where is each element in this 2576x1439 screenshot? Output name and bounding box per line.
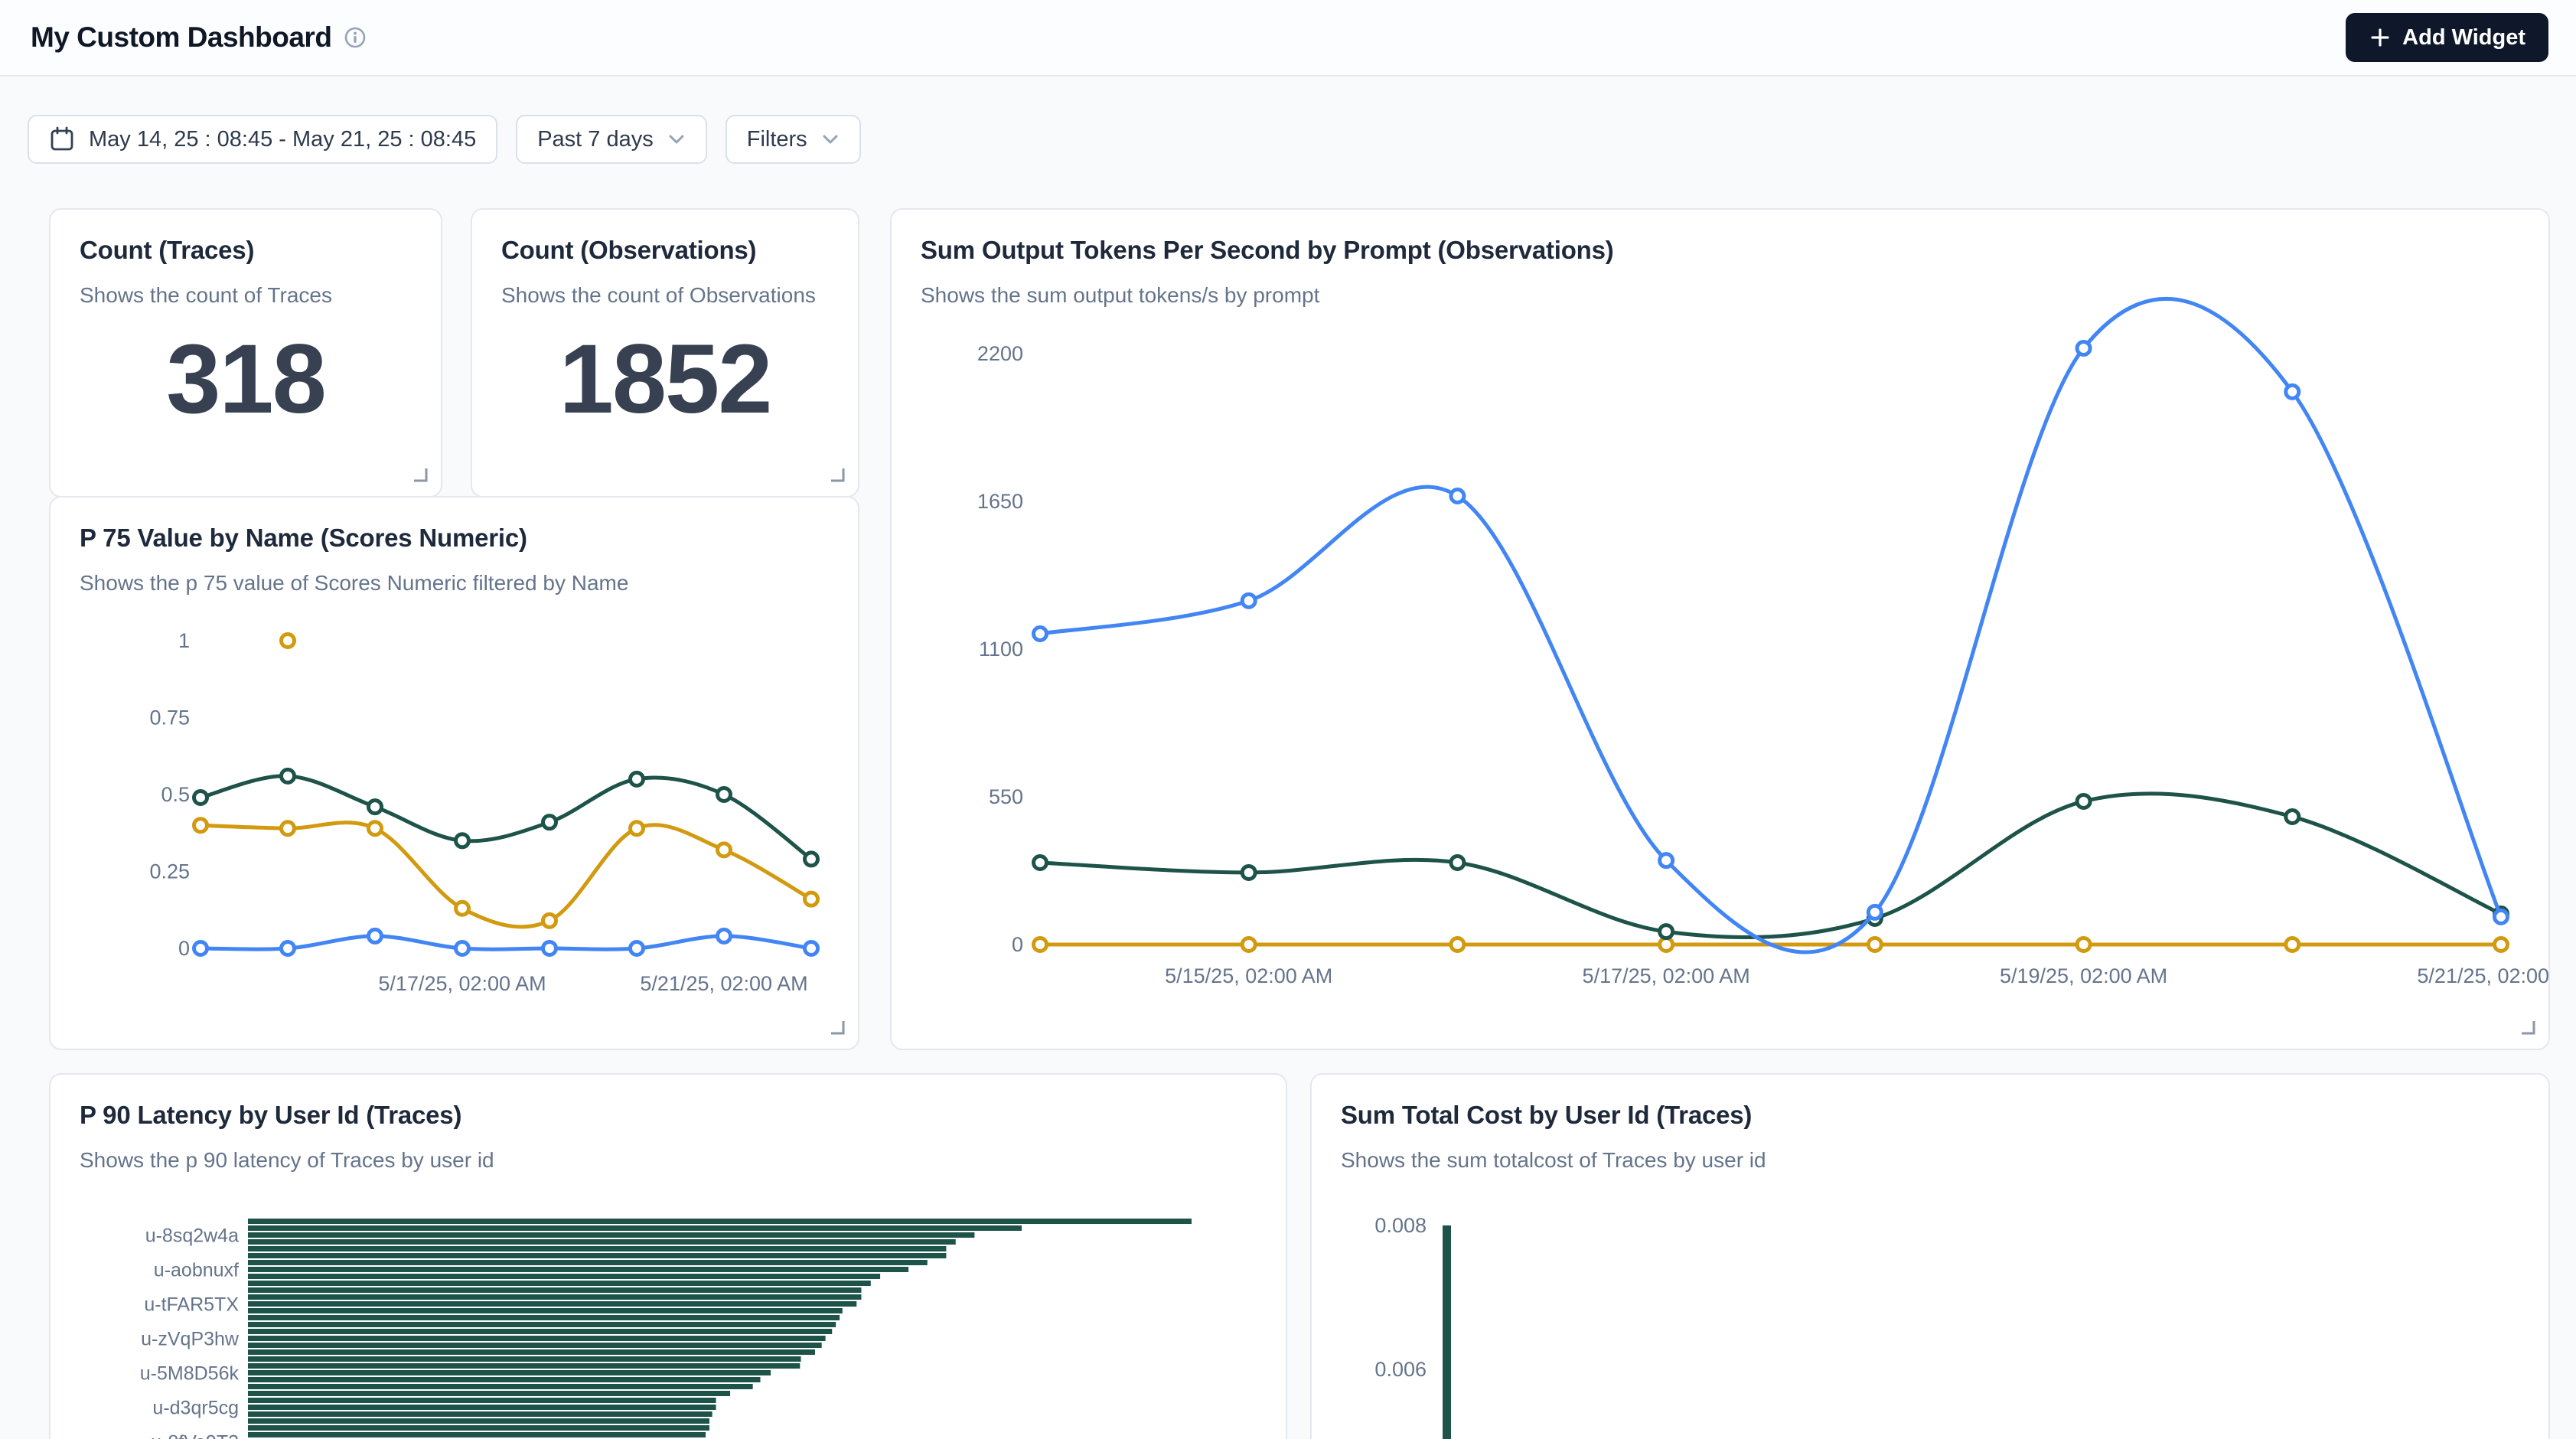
chevron-down-icon <box>667 133 686 145</box>
metric-value: 1852 <box>472 331 858 429</box>
resize-corner-icon[interactable] <box>827 1017 846 1039</box>
widget-subtitle: Shows the p 75 value of Scores Numeric f… <box>80 571 829 596</box>
svg-text:u-5M8D56k: u-5M8D56k <box>140 1363 240 1385</box>
header: My Custom Dashboard Add Widget <box>0 0 2576 77</box>
toolbar: May 14, 25 : 08:45 - May 21, 25 : 08:45 … <box>28 115 861 164</box>
date-range-picker[interactable]: May 14, 25 : 08:45 - May 21, 25 : 08:45 <box>28 115 497 164</box>
resize-corner-icon[interactable] <box>827 465 846 487</box>
svg-text:0.25: 0.25 <box>149 860 190 883</box>
filters-label: Filters <box>747 127 807 152</box>
widget-card-tokens-per-second: 0 550 1100 1650 2200 5/15/25, 02:00 AM 5/17/25… <box>890 208 2550 1050</box>
widget-title: Count (Traces) <box>80 236 412 265</box>
svg-text:0: 0 <box>1012 933 1023 956</box>
svg-text:0.75: 0.75 <box>149 706 190 729</box>
filters-dropdown[interactable]: Filters <box>726 115 861 164</box>
svg-text:5/19/25, 02:00 AM: 5/19/25, 02:00 AM <box>2000 964 2167 987</box>
date-range-text: May 14, 25 : 08:45 - May 21, 25 : 08:45 <box>89 127 476 152</box>
chevron-down-icon <box>821 133 840 145</box>
svg-text:0: 0 <box>178 937 190 960</box>
metric-value: 318 <box>51 331 441 429</box>
widget-title: P 90 Latency by User Id (Traces) <box>80 1101 1257 1130</box>
resize-corner-icon[interactable] <box>2518 1017 2536 1039</box>
svg-text:1100: 1100 <box>979 638 1023 661</box>
preset-label: Past 7 days <box>537 127 654 152</box>
svg-text:0.006: 0.006 <box>1374 1358 1427 1381</box>
resize-corner-icon[interactable] <box>410 465 429 487</box>
widget-card-count-observations: Count (Observations) Shows the count of … <box>471 208 859 498</box>
svg-text:1650: 1650 <box>977 490 1023 513</box>
widget-title: P 75 Value by Name (Scores Numeric) <box>80 524 829 553</box>
svg-text:5/21/25, 02:00 AM: 5/21/25, 02:00 AM <box>640 972 807 995</box>
svg-text:5/17/25, 02:00 AM: 5/17/25, 02:00 AM <box>378 972 546 995</box>
widget-subtitle: Shows the sum output tokens/s by prompt <box>921 283 2519 308</box>
svg-text:u-aobnuxf: u-aobnuxf <box>154 1260 239 1281</box>
preset-dropdown[interactable]: Past 7 days <box>516 115 707 164</box>
svg-text:u-d3qr5cg: u-d3qr5cg <box>152 1398 239 1419</box>
widget-subtitle: Shows the sum totalcost of Traces by use… <box>1341 1148 2519 1173</box>
tokens-per-second-chart[interactable]: 0 550 1100 1650 2200 5/15/25, 02:00 AM 5/17/25… <box>892 210 2550 1050</box>
add-widget-button[interactable]: Add Widget <box>2346 13 2548 62</box>
widget-subtitle: Shows the p 90 latency of Traces by user… <box>80 1148 1257 1173</box>
info-icon[interactable] <box>344 26 367 49</box>
svg-text:5/15/25, 02:00 AM: 5/15/25, 02:00 AM <box>1165 964 1332 987</box>
add-widget-label: Add Widget <box>2402 25 2525 51</box>
widget-title: Sum Total Cost by User Id (Traces) <box>1341 1101 2519 1130</box>
plus-icon <box>2369 26 2392 49</box>
svg-text:0.5: 0.5 <box>161 783 190 806</box>
svg-text:5/17/25, 02:00 AM: 5/17/25, 02:00 AM <box>1583 964 1750 987</box>
svg-text:1: 1 <box>178 629 190 652</box>
page-title: My Custom Dashboard <box>31 21 331 54</box>
svg-text:0.008: 0.008 <box>1374 1214 1427 1237</box>
svg-text:u-tFAR5TX: u-tFAR5TX <box>144 1294 239 1316</box>
svg-text:550: 550 <box>989 785 1023 808</box>
widget-title: Sum Output Tokens Per Second by Prompt (… <box>921 236 2519 265</box>
svg-text:2200: 2200 <box>977 342 1023 365</box>
widget-card-p90-latency: u-8sq2w4a u-aobnuxf u-tFAR5TX u-zVqP3hw u-5M… <box>49 1073 1287 1439</box>
svg-text:u-8sq2w4a: u-8sq2w4a <box>145 1225 239 1247</box>
svg-text:5/21/25, 02:00 AM: 5/21/25, 02:00 AM <box>2417 964 2550 987</box>
widget-card-total-cost: 0.008 0.006 Sum Total Cost by User Id (Tr… <box>1310 1073 2550 1439</box>
widget-subtitle: Shows the count of Traces <box>80 283 412 308</box>
widget-card-count-traces: Count (Traces) Shows the count of Traces… <box>49 208 442 498</box>
calendar-icon <box>49 126 75 153</box>
svg-text:u-8fVa9T3: u-8fVa9T3 <box>151 1432 239 1439</box>
widget-card-p75-scores: 1 0.75 0.5 0.25 0 5/17/25, 02:00 AM 5/21/25, 0… <box>49 496 859 1050</box>
svg-text:u-zVqP3hw: u-zVqP3hw <box>141 1329 240 1350</box>
widget-title: Count (Observations) <box>501 236 829 265</box>
widget-subtitle: Shows the count of Observations <box>501 283 829 308</box>
